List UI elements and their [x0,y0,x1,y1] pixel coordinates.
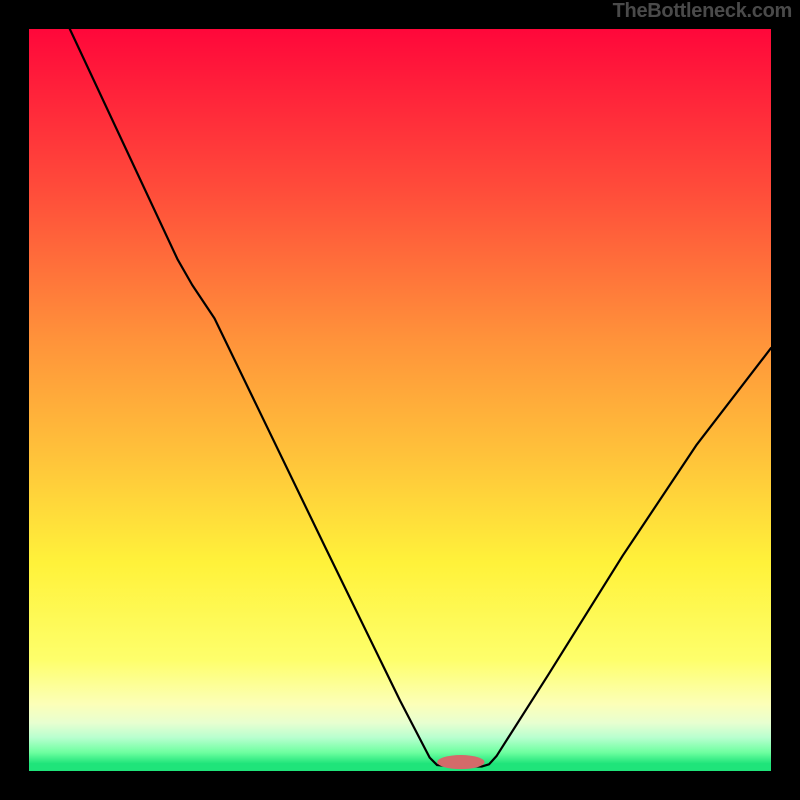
gradient-background [29,29,771,771]
optimal-marker [437,755,484,769]
plot-area [29,29,771,771]
bottleneck-chart [29,29,771,771]
watermark-text: TheBottleneck.com [613,0,792,23]
